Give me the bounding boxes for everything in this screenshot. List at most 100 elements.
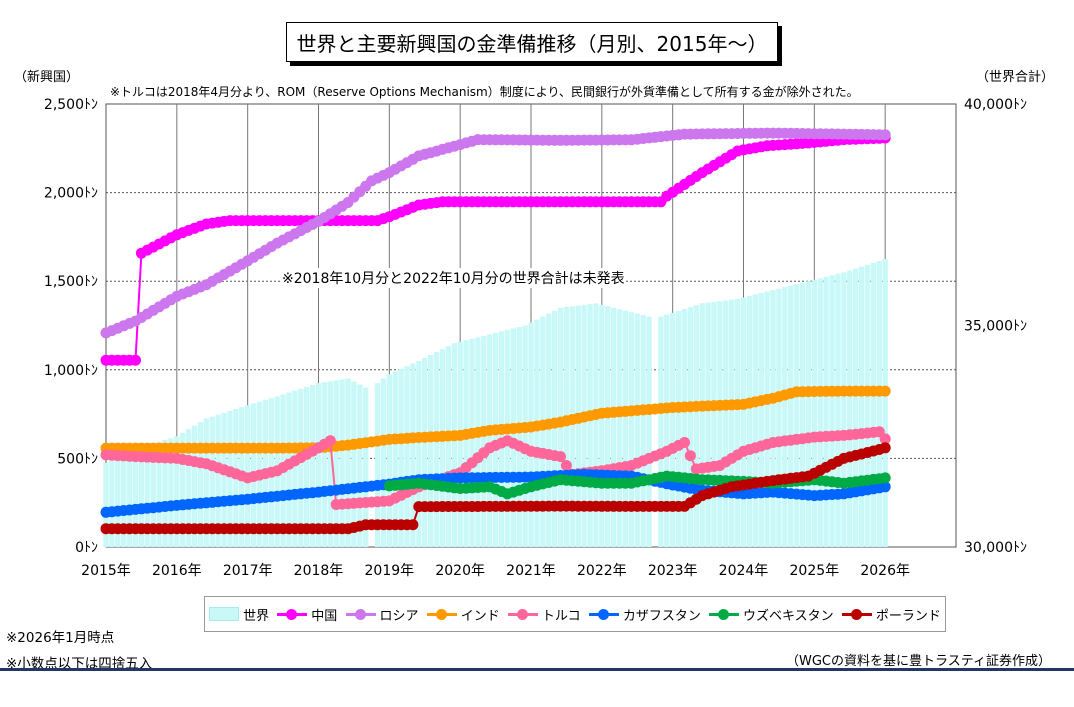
legend-item-uzbekistan: ウズベキスタン: [709, 605, 834, 624]
legend-swatch-uzbekistan: [709, 608, 740, 620]
note-world-unpublished: ※2018年10月分と2022年10月分の世界合計は未発表: [282, 268, 625, 288]
world-bar: [640, 315, 646, 547]
world-bar: [835, 273, 841, 547]
world-bar: [605, 306, 611, 547]
bottom-rule: [0, 668, 1074, 671]
world-bar: [829, 275, 835, 547]
source-credit: （WGCの資料を基に豊トラスティ証券作成）: [786, 654, 1051, 669]
world-bar: [451, 343, 457, 547]
world-bar: [315, 383, 322, 547]
world-bar: [180, 432, 186, 547]
world-bar: [150, 443, 156, 547]
y-right-tick-label: 40,000ﾄﾝ: [964, 97, 1027, 113]
world-bar: [793, 284, 800, 547]
y-left-tick-label: 1,500ﾄﾝ: [44, 274, 98, 290]
world-bar: [847, 270, 853, 547]
footnote-date: ※2026年1月時点: [6, 630, 115, 646]
world-bar: [109, 460, 115, 547]
legend-label-poland: ポーランド: [875, 608, 941, 624]
legend-label-uzbekistan: ウズベキスタン: [743, 608, 834, 624]
x-tick-label: 2022年: [577, 563, 627, 579]
x-tick-label: 2024年: [719, 563, 769, 579]
left-axis-caption: （新興国）: [14, 70, 80, 85]
turkey-point: [324, 435, 336, 447]
world-bar: [386, 374, 392, 547]
world-bar: [858, 266, 865, 547]
world-bar: [168, 438, 174, 547]
world-bar: [321, 382, 328, 547]
world-bar: [646, 316, 652, 547]
x-tick-label: 2026年: [860, 563, 910, 579]
world-bar: [445, 346, 452, 547]
legend-item-turkey: トルコ: [507, 605, 581, 624]
legend-item-china: 中国: [277, 605, 337, 624]
world-bar: [823, 276, 829, 547]
world-bar: [327, 381, 333, 547]
world-bar: [404, 366, 410, 547]
world-bar: [115, 457, 121, 547]
world-bar: [670, 312, 676, 547]
world-bar: [121, 454, 127, 547]
world-bar: [782, 287, 788, 547]
chart-area: 0ﾄﾝ 500ﾄﾝ 1,000ﾄﾝ 1,500ﾄﾝ 2,000ﾄﾝ 2,500ﾄﾝ 30,0…: [44, 97, 1027, 579]
turkey-point: [879, 433, 891, 445]
world-bar: [811, 279, 817, 547]
world-bar: [309, 384, 316, 547]
poland-point: [879, 442, 891, 454]
world-bar: [699, 303, 705, 547]
world-bar: [469, 338, 475, 547]
world-bar: [687, 307, 694, 547]
world-bar: [103, 462, 109, 547]
world-bar: [144, 445, 150, 547]
kazakhstan-point: [879, 481, 891, 493]
world-bar: [487, 334, 493, 547]
world-bar: [457, 341, 463, 547]
world-bar: [162, 440, 168, 547]
world-bar: [374, 383, 381, 547]
world-bar: [799, 282, 806, 547]
y-left-tick-label: 0ﾄﾝ: [75, 540, 98, 556]
y-right-tick-label: 30,000ﾄﾝ: [964, 540, 1027, 556]
world-bar: [693, 305, 699, 547]
world-bar: [292, 390, 298, 547]
x-tick-label: 2018年: [294, 563, 344, 579]
x-tick-label: 2021年: [506, 563, 556, 579]
world-bar: [357, 384, 363, 547]
world-bar: [410, 363, 416, 547]
world-bar: [510, 328, 516, 547]
turkey-point: [555, 451, 566, 463]
world-bar: [563, 307, 570, 547]
world-bar: [729, 299, 735, 547]
world-bar: [788, 285, 794, 547]
world-bar: [227, 410, 233, 547]
world-bar: [628, 312, 635, 547]
world-bar: [516, 326, 522, 547]
note-turkey-rom: ※トルコは2018年4月分より、ROM（Reserve Options Mech…: [110, 85, 859, 99]
y-left-tick-label: 2,000ﾄﾝ: [44, 186, 98, 202]
world-bar: [852, 268, 859, 547]
world-bar: [864, 264, 871, 547]
world-bar: [132, 449, 139, 547]
world-bar: [185, 429, 192, 547]
world-bar: [551, 310, 558, 547]
world-bar: [475, 337, 481, 547]
world-bar: [380, 378, 387, 547]
world-bar: [351, 381, 357, 547]
world-bar: [286, 392, 292, 547]
legend-label-world: 世界: [243, 608, 270, 624]
india-point: [879, 385, 891, 397]
world-bar: [416, 360, 422, 547]
world-bar: [422, 357, 428, 547]
right-axis-caption: （世界合計）: [976, 70, 1055, 85]
world-bar: [126, 452, 133, 547]
legend-swatch-china: [277, 608, 308, 620]
legend-label-china: 中国: [311, 608, 338, 624]
china-point: [130, 354, 141, 366]
world-bar: [758, 293, 764, 547]
world-bar: [569, 306, 575, 547]
legend-item-russia: ロシア: [345, 605, 419, 624]
world-bar: [363, 387, 369, 547]
world-bar: [752, 294, 758, 547]
world-bar: [333, 380, 339, 547]
legend-swatch-world: [209, 607, 240, 621]
